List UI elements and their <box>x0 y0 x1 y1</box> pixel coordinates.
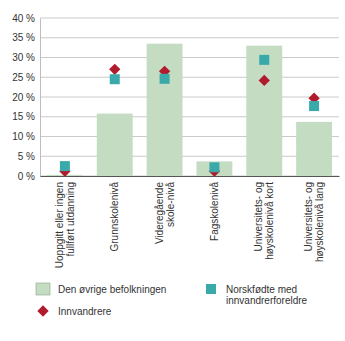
grid-line <box>40 77 339 78</box>
plot: 0 % 5 % 10 % 15 % 20 % 25 % 30 % 35 % 40 % Uoppgi… <box>12 13 339 268</box>
x-tick-label: Uoppgitt eller ingenfullført utdanning <box>54 182 76 268</box>
legend-item: Innvandrere <box>37 305 111 316</box>
y-tick-label: 35 % <box>12 32 35 43</box>
legend-item: Norskfødte medinnvandrerforeldre <box>206 284 308 307</box>
x-tick-label: Universitets- oghøyskolenivå lang <box>303 182 325 262</box>
marker <box>309 101 319 111</box>
grid-line <box>40 136 339 137</box>
y-tick: 0 % <box>18 171 40 182</box>
marker <box>109 64 120 75</box>
grid-line <box>40 97 339 98</box>
marker <box>160 74 170 84</box>
legend-swatch <box>206 284 216 294</box>
x-tick: Universitets- oghøyskolenivå lang <box>303 182 325 262</box>
y-axis-line <box>40 19 41 177</box>
x-tick-label: Grunnskolenivå <box>109 182 120 252</box>
bar <box>97 114 133 176</box>
bar <box>246 46 282 176</box>
y-tick: 20 % <box>12 92 40 103</box>
bar <box>196 161 232 176</box>
x-tick-label: Videregåendeskole-nivå <box>154 182 176 245</box>
y-tick: 40 % <box>12 13 40 24</box>
legend-label: Den øvrige befolkningen <box>58 284 166 295</box>
legend: Den øvrige befolkningen Innvandrere Norskf… <box>36 283 308 317</box>
y-tick-label: 20 % <box>12 92 35 103</box>
series <box>60 55 319 172</box>
y-tick: 35 % <box>12 32 40 43</box>
y-tick-label: 5 % <box>18 151 35 162</box>
y-tick-label: 30 % <box>12 52 35 63</box>
y-tick: 5 % <box>18 151 40 162</box>
x-tick: Videregåendeskole-nivå <box>154 182 176 245</box>
marker <box>110 74 120 84</box>
marker <box>60 161 70 171</box>
series <box>59 64 319 176</box>
x-tick-label: Universitets- oghøyskolenivå kort <box>253 182 275 260</box>
x-tick: Grunnskolenivå <box>109 182 120 252</box>
marker <box>259 75 270 86</box>
y-tick-label: 0 % <box>18 171 35 182</box>
grid-line <box>40 116 339 117</box>
marks <box>47 44 332 176</box>
grid-line <box>40 18 339 19</box>
x-axis: Uoppgitt eller ingenfullført utdanning Gr… <box>41 177 340 269</box>
bar <box>296 122 332 176</box>
bar <box>147 44 183 176</box>
marker <box>259 55 269 65</box>
grid-line <box>40 57 339 58</box>
legend-label: Innvandrere <box>58 306 112 317</box>
legend-label: Norskfødte medinnvandrerforeldre <box>226 284 308 307</box>
y-axis: 0 % 5 % 10 % 15 % 20 % 25 % 30 % 35 % 40 % <box>12 13 40 182</box>
x-tick-label: Fagskolenivå <box>209 182 220 241</box>
x-tick: Universitets- oghøyskolenivå kort <box>253 182 275 260</box>
x-tick: Fagskolenivå <box>209 182 220 241</box>
grid-line <box>40 176 339 177</box>
y-tick-label: 10 % <box>12 131 35 142</box>
y-tick-label: 25 % <box>12 72 35 83</box>
chart: 0 % 5 % 10 % 15 % 20 % 25 % 30 % 35 % 40 % Uoppgi… <box>0 0 345 341</box>
y-tick: 15 % <box>12 111 40 122</box>
grid-line <box>40 37 339 38</box>
marker <box>209 162 219 172</box>
y-tick: 25 % <box>12 72 40 83</box>
series <box>47 44 332 176</box>
y-tick-label: 40 % <box>12 13 35 24</box>
legend-swatch <box>36 283 50 295</box>
legend-item: Den øvrige befolkningen <box>36 283 166 295</box>
x-axis-line <box>41 176 340 177</box>
x-tick: Uoppgitt eller ingenfullført utdanning <box>54 182 76 268</box>
y-tick: 30 % <box>12 52 40 63</box>
legend-swatch <box>37 305 48 316</box>
grid <box>40 18 339 176</box>
y-tick: 10 % <box>12 131 40 142</box>
grid-line <box>40 156 339 157</box>
y-tick-label: 15 % <box>12 111 35 122</box>
